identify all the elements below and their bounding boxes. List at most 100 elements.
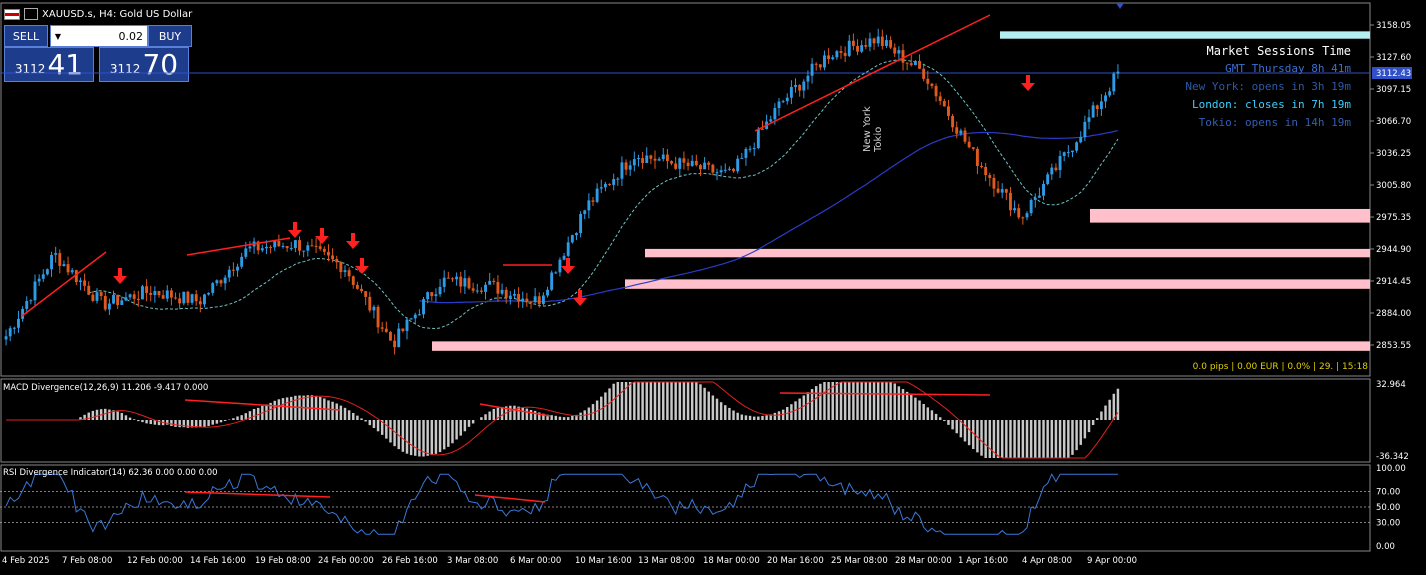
candle-body xyxy=(1116,71,1120,74)
candle-body xyxy=(558,259,562,273)
candle-body xyxy=(756,128,760,149)
candle-body xyxy=(244,248,248,257)
candle-body xyxy=(41,274,45,279)
candle-body xyxy=(306,245,310,251)
rsi-axis: 100.00 70.00 50.00 30.00 0.00 xyxy=(1376,464,1406,552)
candle-body xyxy=(1054,167,1058,171)
candle-body xyxy=(393,340,397,348)
candle-body xyxy=(711,164,715,173)
candle-body xyxy=(856,45,859,52)
trendline[interactable] xyxy=(21,251,107,317)
candle-body xyxy=(426,292,430,300)
bid-suffix: 41 xyxy=(47,48,84,81)
candle-body xyxy=(955,127,959,134)
date-axis-label: 4 Apr 08:00 xyxy=(1022,556,1072,566)
resistance-zone[interactable] xyxy=(1000,31,1370,39)
candle-body xyxy=(331,255,335,260)
candle-body xyxy=(897,50,901,54)
candle-body xyxy=(591,200,595,202)
candle-body xyxy=(975,148,979,166)
trendline[interactable] xyxy=(754,14,991,132)
candle-body xyxy=(227,269,231,278)
candle-body xyxy=(942,101,946,107)
macd-histogram xyxy=(79,382,1120,458)
candle-body xyxy=(335,259,339,263)
london-session: London: closes in 7h 19m xyxy=(1192,98,1351,111)
date-axis-label: 14 Feb 16:00 xyxy=(190,556,246,566)
candle-body xyxy=(1029,199,1033,214)
window-icon[interactable] xyxy=(24,8,38,20)
candle-body xyxy=(293,240,297,249)
candle-body xyxy=(194,294,198,302)
rsi-divergence-line xyxy=(184,491,331,498)
candle-body xyxy=(1066,152,1070,154)
candle-body xyxy=(723,169,727,171)
date-axis-label: 1 Apr 16:00 xyxy=(958,556,1008,566)
trendline[interactable] xyxy=(186,237,291,256)
candle-body xyxy=(79,280,82,283)
candle-body xyxy=(802,81,806,91)
one-click-trade-panel: SELL ▼ 0.02 BUY 3112 41 3112 70 xyxy=(4,25,192,82)
candle-body xyxy=(880,36,884,46)
candle-body xyxy=(1108,91,1112,96)
gmt-time: GMT Thursday 8h 41m xyxy=(1225,62,1351,75)
candle-body xyxy=(488,280,492,285)
candle-body xyxy=(980,165,983,167)
ask-price-button[interactable]: 3112 70 xyxy=(99,47,189,82)
candle-body xyxy=(256,241,260,251)
candle-body xyxy=(909,63,913,66)
candle-body xyxy=(761,128,764,130)
candle-body xyxy=(343,270,347,273)
candle-body xyxy=(169,290,173,298)
candle-body xyxy=(541,295,545,304)
candle-body xyxy=(401,328,405,331)
support-zone[interactable] xyxy=(432,341,1370,351)
macd-divergence-line xyxy=(184,399,341,411)
buy-button[interactable]: BUY xyxy=(148,25,192,47)
candle-body xyxy=(347,270,351,277)
volume-value[interactable]: 0.02 xyxy=(118,29,144,43)
price-axis-label: 3158.05 xyxy=(1376,21,1411,31)
candle-body xyxy=(107,303,111,310)
candle-body xyxy=(694,160,698,166)
candle-body xyxy=(599,187,603,189)
candle-body xyxy=(45,269,49,275)
candle-body xyxy=(773,108,777,120)
candle-body xyxy=(930,83,934,86)
candle-body xyxy=(1033,197,1037,200)
candle-body xyxy=(525,298,529,302)
support-zone[interactable] xyxy=(1090,208,1370,223)
candles-layer xyxy=(4,28,1120,355)
candle-body xyxy=(951,115,955,128)
candle-body xyxy=(794,84,797,87)
candle-body xyxy=(281,245,285,247)
macd-axis-bottom: -36.342 xyxy=(1376,452,1409,462)
candle-body xyxy=(893,47,897,54)
candle-body xyxy=(934,85,938,97)
rsi-divergence-line xyxy=(474,494,546,503)
rsi-axis-label: 30.00 xyxy=(1376,519,1400,529)
candle-body xyxy=(190,294,194,303)
volume-dropdown-icon[interactable]: ▼ xyxy=(54,31,62,41)
candle-body xyxy=(612,179,616,185)
date-axis-label: 24 Feb 00:00 xyxy=(318,556,374,566)
candle-body xyxy=(674,163,678,169)
candle-body xyxy=(1013,208,1017,211)
candle-body xyxy=(99,292,103,296)
tokio-session: Tokio: opens in 14h 19m xyxy=(1198,116,1351,129)
candle-body xyxy=(434,294,438,297)
support-zone[interactable] xyxy=(625,279,1370,289)
candle-body xyxy=(1025,213,1029,218)
sell-button[interactable]: SELL xyxy=(4,25,48,47)
date-axis-label: 19 Feb 08:00 xyxy=(255,556,311,566)
rsi-axis-label: 0.00 xyxy=(1376,542,1395,552)
support-zone[interactable] xyxy=(645,248,1370,258)
volume-field[interactable]: ▼ 0.02 xyxy=(50,25,148,47)
candle-body xyxy=(496,282,500,294)
candle-body xyxy=(384,328,388,332)
date-axis-label: 9 Apr 00:00 xyxy=(1087,556,1137,566)
candle-body xyxy=(157,291,161,296)
rsi-label: RSI Divergence Indicator(14) 62.36 0.00 … xyxy=(3,468,218,478)
scroll-marker-icon[interactable] xyxy=(1116,3,1124,9)
